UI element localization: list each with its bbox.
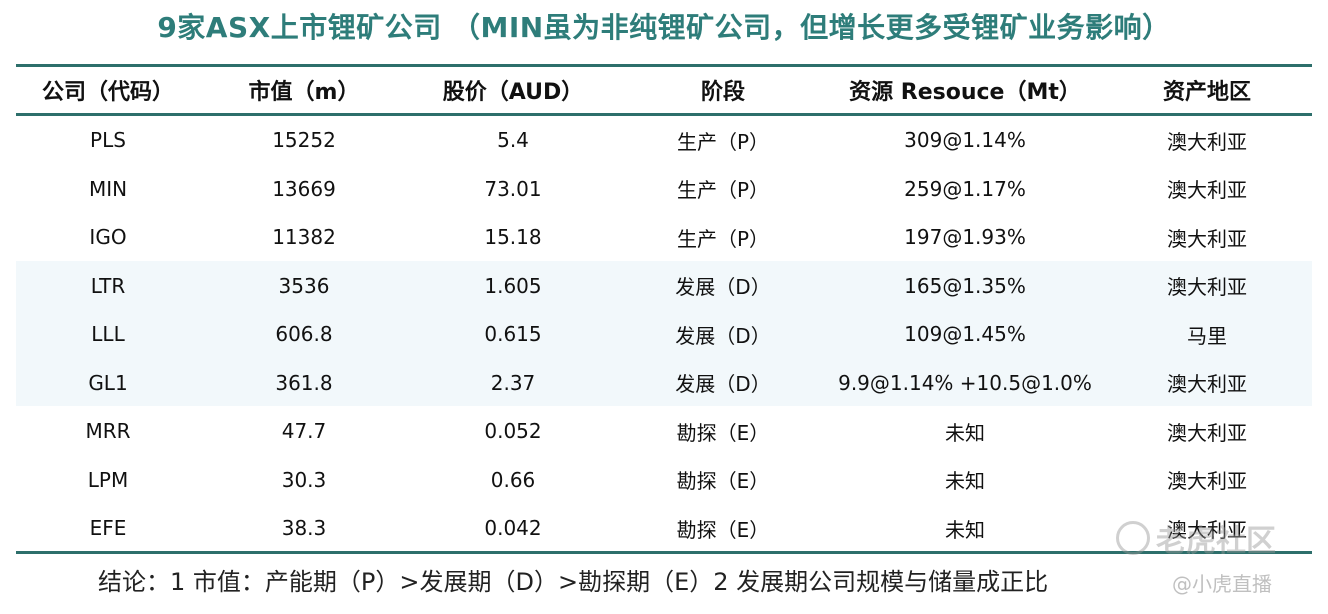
cell-region: 澳大利亚 — [1167, 420, 1247, 445]
cell-stage: 勘探（E） — [676, 517, 770, 542]
cell-market-cap: 11382 — [272, 225, 336, 250]
cell-stage: 勘探（E） — [676, 469, 770, 494]
cell-region: 澳大利亚 — [1167, 275, 1247, 300]
header-region: 资产地区 — [1162, 80, 1251, 105]
cell-region: 澳大利亚 — [1167, 372, 1247, 397]
cell-resource: 109@1.45% — [904, 322, 1026, 347]
conclusion-text: 结论：1 市值：产能期（P）>发展期（D）>勘探期（E）2 发展期公司规模与储量… — [98, 568, 1049, 596]
table-row: GL1 361.8 2.37 发展（D） 9.9@1.14% +10.5@1.0… — [16, 359, 1312, 408]
cell-company: GL1 — [88, 370, 128, 395]
cell-stage: 生产（P） — [676, 178, 770, 203]
cell-resource: 未知 — [945, 420, 985, 445]
cell-region: 澳大利亚 — [1167, 129, 1247, 154]
cell-share-price: 0.052 — [484, 419, 542, 444]
cell-share-price: 15.18 — [484, 225, 542, 250]
cell-stage: 发展（D） — [675, 372, 771, 397]
cell-share-price: 5.4 — [497, 128, 529, 153]
cell-resource: 165@1.35% — [904, 273, 1026, 298]
cell-company: LTR — [90, 273, 126, 298]
table-row: IGO 11382 15.18 生产（P） 197@1.93% 澳大利亚 — [16, 213, 1312, 262]
cell-share-price: 73.01 — [484, 176, 542, 201]
cell-resource: 197@1.93% — [904, 225, 1026, 250]
table-row: MIN 13669 73.01 生产（P） 259@1.17% 澳大利亚 — [16, 165, 1312, 214]
cell-resource: 未知 — [945, 517, 985, 542]
tiger-logo-icon — [1116, 521, 1150, 555]
cell-share-price: 0.042 — [484, 516, 542, 541]
table-row: EFE 38.3 0.042 勘探（E） 未知 澳大利亚 — [16, 504, 1312, 553]
page-title: 9家ASX上市锂矿公司 （MIN虽为非纯锂矿公司，但增长更多受锂矿业务影响） — [157, 11, 1171, 44]
header-share-price: 股价（AUD） — [442, 80, 584, 105]
table-top-rule — [16, 64, 1312, 67]
cell-market-cap: 13669 — [272, 176, 336, 201]
cell-market-cap: 15252 — [272, 128, 336, 153]
cell-company: LPM — [87, 467, 129, 492]
table-row: LPM 30.3 0.66 勘探（E） 未知 澳大利亚 — [16, 456, 1312, 505]
cell-market-cap: 361.8 — [275, 370, 333, 395]
cell-market-cap: 38.3 — [281, 516, 327, 541]
cell-region: 澳大利亚 — [1167, 226, 1247, 251]
cell-stage: 勘探（E） — [676, 420, 770, 445]
table-header-row: 公司（代码） 市值（m） 股价（AUD） 阶段 资源 Resouce（Mt） 资… — [16, 67, 1312, 113]
header-market-cap: 市值（m） — [248, 80, 360, 105]
cell-market-cap: 606.8 — [275, 322, 333, 347]
cell-share-price: 2.37 — [490, 370, 536, 395]
table-row: LLL 606.8 0.615 发展（D） 109@1.45% 马里 — [16, 310, 1312, 359]
watermark-logo: 老虎社区 — [1116, 516, 1276, 560]
cell-market-cap: 30.3 — [281, 467, 327, 492]
cell-company: IGO — [89, 225, 127, 250]
cell-region: 澳大利亚 — [1167, 178, 1247, 203]
cell-company: MIN — [88, 176, 128, 201]
cell-share-price: 0.615 — [484, 322, 542, 347]
cell-stage: 发展（D） — [675, 275, 771, 300]
cell-resource: 309@1.14% — [904, 128, 1026, 153]
cell-stage: 生产（P） — [676, 226, 770, 251]
cell-region: 马里 — [1187, 323, 1227, 348]
cell-region: 澳大利亚 — [1167, 517, 1247, 542]
cell-market-cap: 3536 — [278, 273, 330, 298]
development-stage-shading — [16, 261, 1312, 406]
table-row: PLS 15252 5.4 生产（P） 309@1.14% 澳大利亚 — [16, 116, 1312, 165]
cell-resource: 未知 — [945, 469, 985, 494]
cell-region: 澳大利亚 — [1167, 469, 1247, 494]
table-row: LTR 3536 1.605 发展（D） 165@1.35% 澳大利亚 — [16, 262, 1312, 311]
cell-market-cap: 47.7 — [281, 419, 327, 444]
cell-company: LLL — [91, 322, 125, 347]
watermark-main-text: 老虎社区 — [1156, 524, 1276, 559]
cell-company: PLS — [90, 128, 126, 153]
cell-resource: 259@1.17% — [904, 176, 1026, 201]
cell-company: MRR — [85, 419, 131, 444]
table-header-rule — [16, 113, 1312, 116]
header-company: 公司（代码） — [41, 80, 174, 105]
cell-share-price: 1.605 — [484, 273, 542, 298]
cell-stage: 发展（D） — [675, 323, 771, 348]
cell-company: EFE — [89, 516, 127, 541]
header-resource: 资源 Resouce（Mt） — [849, 80, 1081, 105]
cell-stage: 生产（P） — [676, 129, 770, 154]
cell-resource: 9.9@1.14% +10.5@1.0% — [838, 370, 1092, 395]
header-stage: 阶段 — [700, 80, 745, 105]
watermark-sub-text: @小虎直播 — [1172, 572, 1272, 596]
table-row: MRR 47.7 0.052 勘探（E） 未知 澳大利亚 — [16, 407, 1312, 456]
cell-share-price: 0.66 — [490, 467, 536, 492]
table-bottom-rule — [16, 551, 1312, 554]
